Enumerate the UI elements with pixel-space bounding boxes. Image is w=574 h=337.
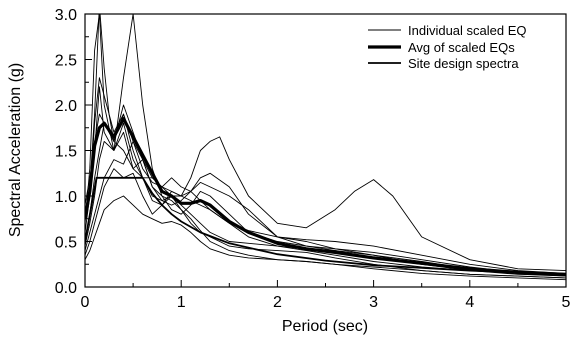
- y-axis-label: Spectral Acceleration (g): [7, 63, 24, 237]
- x-tick-label: 3: [369, 294, 378, 311]
- series-line-individual-8: [85, 131, 566, 281]
- series-line-individual-3: [85, 77, 566, 275]
- series-line-individual-9: [85, 195, 566, 279]
- y-tick-label: 3.0: [55, 7, 77, 24]
- x-tick-label: 0: [81, 294, 90, 311]
- tick-layer: 0.0 0.5 1.0 1.5 2.0 2.5 3.0 0 1 2 3 4 5: [55, 7, 571, 311]
- y-tick-label: 1.0: [55, 189, 77, 206]
- legend-label-individual: Individual scaled EQ: [408, 23, 527, 38]
- x-tick-label: 1: [177, 294, 186, 311]
- series-line-individual-5: [85, 140, 566, 274]
- series-line-individual-6: [85, 168, 566, 279]
- y-tick-label: 0.0: [55, 280, 77, 297]
- y-tick-label: 1.5: [55, 144, 77, 161]
- legend-label-average: Avg of scaled EQs: [408, 40, 515, 55]
- x-axis-label: Period (sec): [282, 318, 368, 335]
- series-line-design: [85, 176, 566, 276]
- legend: Individual scaled EQ Avg of scaled EQs S…: [368, 23, 527, 71]
- x-tick-label: 4: [465, 294, 474, 311]
- series-line-average: [85, 117, 566, 276]
- y-tick-label: 2.5: [55, 53, 77, 70]
- legend-label-design: Site design spectra: [408, 56, 519, 71]
- x-tick-label: 2: [273, 294, 282, 311]
- y-tick-label: 0.5: [55, 235, 77, 252]
- x-tick-label: 5: [562, 294, 571, 311]
- series-layer: [85, 14, 566, 281]
- series-line-individual-1: [85, 14, 566, 272]
- y-tick-label: 2.0: [55, 98, 77, 115]
